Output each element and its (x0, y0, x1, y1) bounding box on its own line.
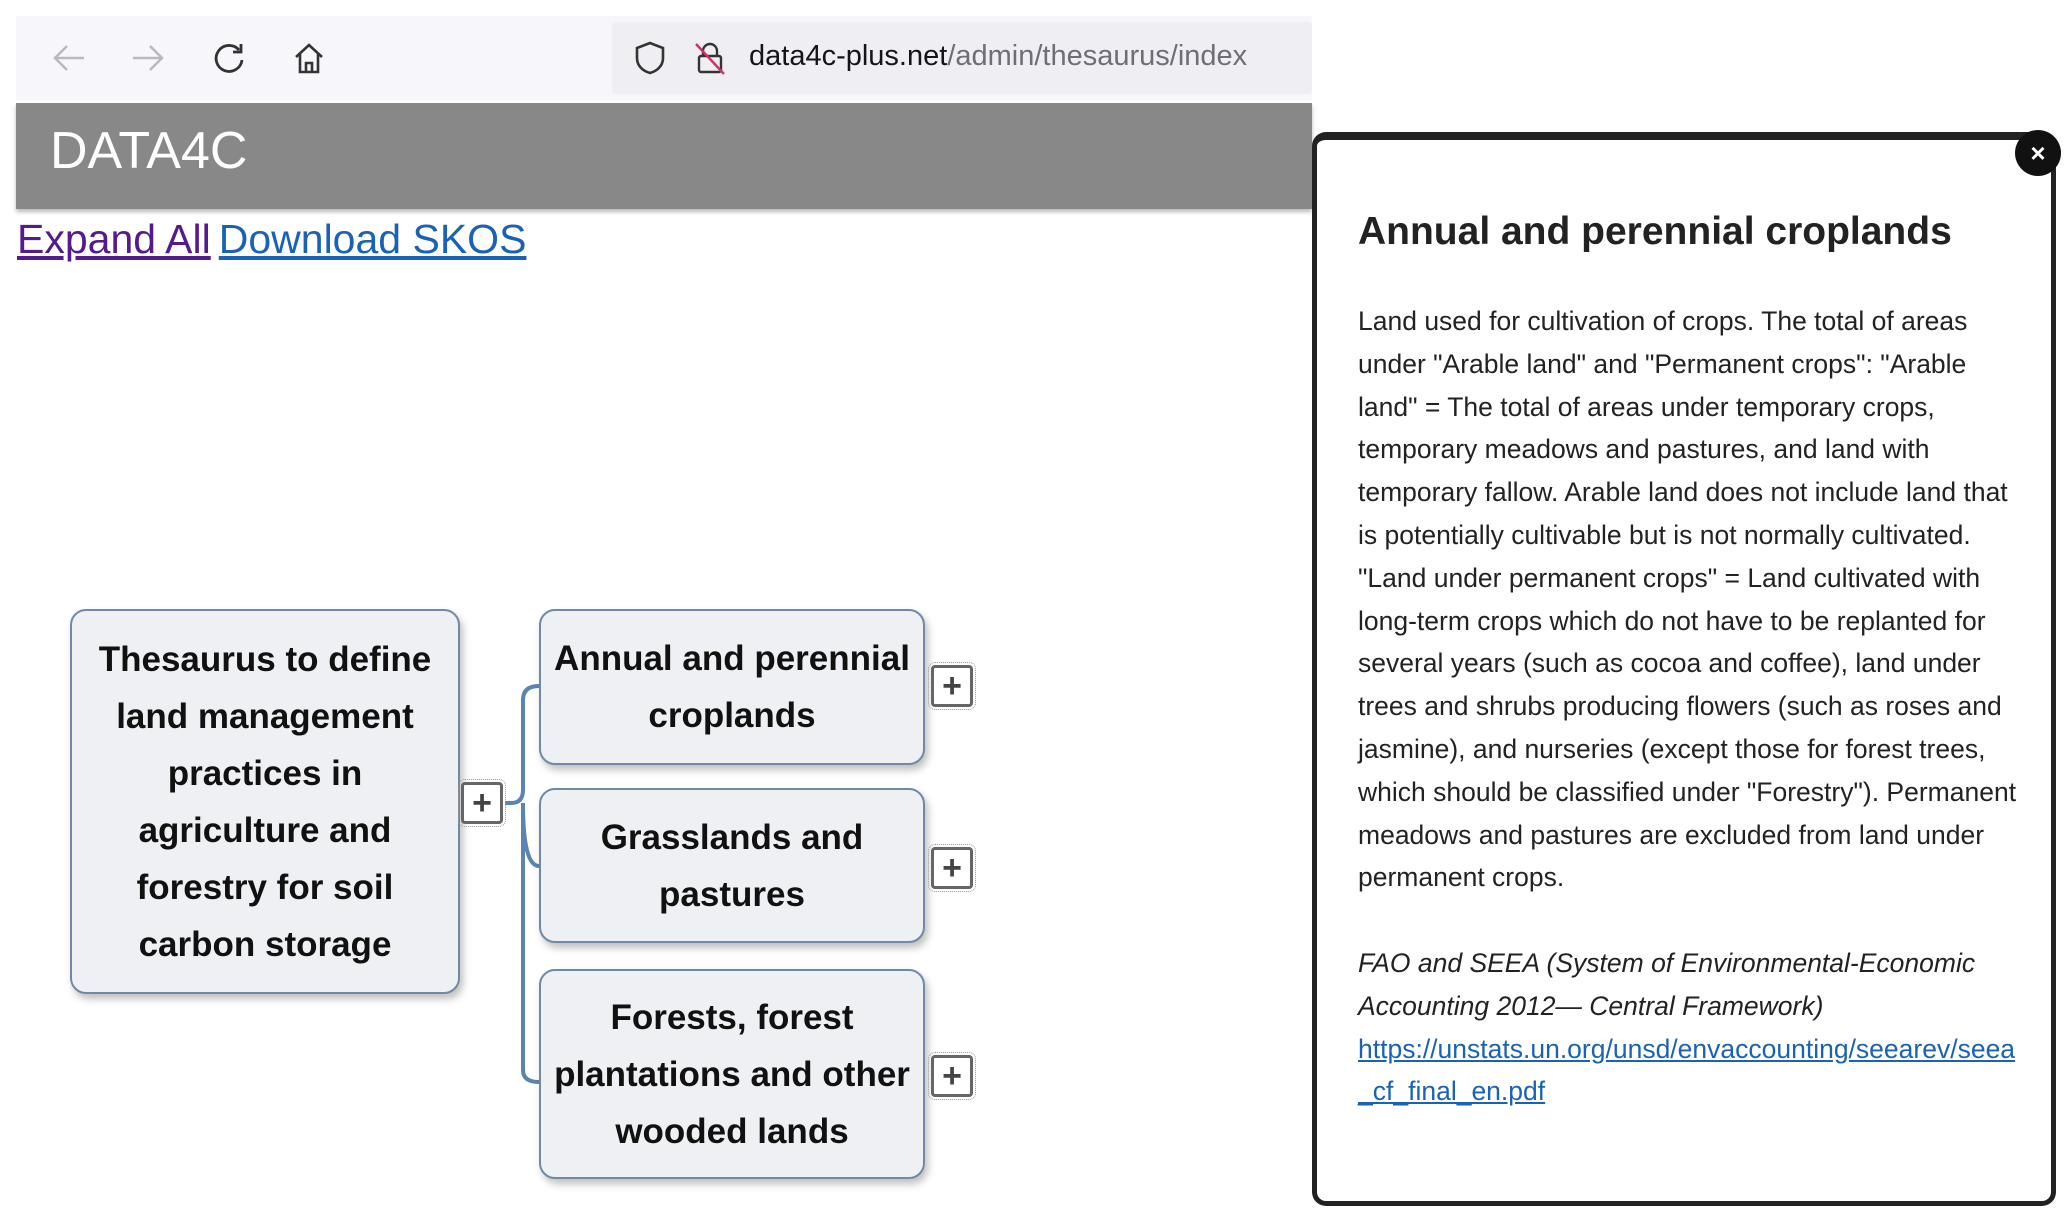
url-text[interactable]: data4c-plus.net/admin/thesaurus/index (749, 40, 1247, 73)
concept-definition: Land used for cultivation of crops. The … (1358, 306, 2017, 893)
reload-icon (214, 44, 244, 73)
popup-body: Land used for cultivation of crops. The … (1358, 300, 2023, 1113)
close-icon[interactable]: × (2015, 130, 2061, 176)
forward-button[interactable] (126, 36, 170, 80)
shield-icon[interactable] (632, 40, 668, 76)
download-skos-link[interactable]: Download SKOS (218, 216, 527, 262)
tree-node-croplands[interactable]: Annual and perennial croplands (539, 609, 925, 765)
tree-root-node[interactable]: Thesaurus to define land management prac… (70, 609, 460, 994)
site-brand[interactable]: DATA4C (50, 122, 248, 180)
forward-arrow-icon (133, 45, 164, 71)
grasslands-expand-button[interactable]: + (928, 844, 976, 892)
home-button[interactable] (287, 36, 331, 80)
lock-icon[interactable] (692, 40, 728, 76)
site-header: DATA4C (16, 103, 1312, 209)
croplands-expand-button[interactable]: + (928, 662, 976, 710)
concept-source: FAO and SEEA (System of Environmental-Ec… (1358, 947, 1976, 1021)
tree-connector (505, 684, 540, 1084)
tree-node-forests[interactable]: Forests, forest plantations and other wo… (539, 969, 925, 1179)
url-host: data4c-plus.net (749, 40, 948, 72)
forests-expand-button[interactable]: + (928, 1052, 976, 1100)
popup-title: Annual and perennial croplands (1358, 210, 1952, 253)
address-bar[interactable]: data4c-plus.net/admin/thesaurus/index (612, 22, 1312, 94)
concept-detail-popup: × Annual and perennial croplands Land us… (1312, 130, 2061, 1206)
browser-toolbar: data4c-plus.net/admin/thesaurus/index (16, 16, 1312, 100)
root-expand-button[interactable]: + (458, 779, 506, 827)
url-path: /admin/thesaurus/index (947, 40, 1248, 72)
reload-button[interactable] (207, 36, 251, 80)
home-icon (295, 43, 323, 74)
source-link[interactable]: https://unstats.un.org/unsd/envaccountin… (1358, 1033, 2016, 1107)
action-links: Expand All Download SKOS (17, 216, 526, 263)
expand-all-link[interactable]: Expand All (17, 216, 211, 262)
back-arrow-icon (53, 45, 84, 71)
back-button[interactable] (47, 36, 91, 80)
tree-node-grasslands[interactable]: Grasslands and pastures (539, 788, 925, 943)
